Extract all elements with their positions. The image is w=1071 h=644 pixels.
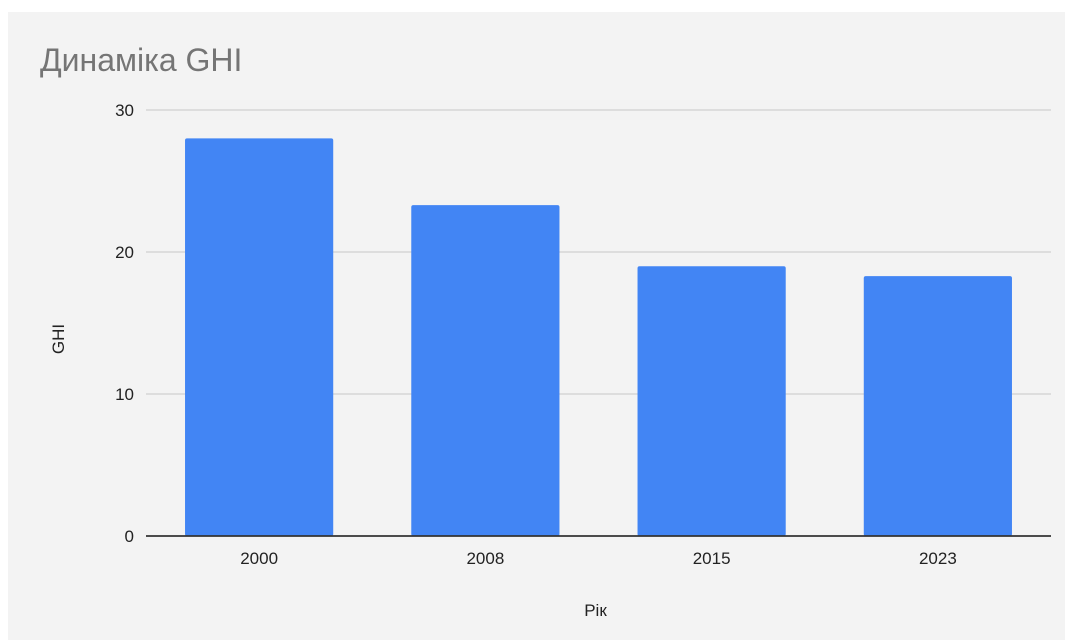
- y-tick-label-0: 0: [125, 527, 134, 546]
- y-tick-label-10: 10: [115, 385, 134, 404]
- x-tick-label-2000: 2000: [240, 549, 278, 568]
- y-axis-title: GHI: [49, 324, 68, 354]
- chart-title: Динаміка GHI: [40, 42, 243, 78]
- tick-labels: 0 10 20 30 2000 2008 2015 2023: [115, 101, 957, 568]
- bar-2015: [637, 266, 786, 536]
- bar-2008: [411, 205, 560, 536]
- bar-2023: [863, 276, 1012, 536]
- x-tick-label-2008: 2008: [466, 549, 504, 568]
- x-tick-label-2023: 2023: [919, 549, 957, 568]
- y-tick-label-20: 20: [115, 243, 134, 262]
- y-tick-label-30: 30: [115, 101, 134, 120]
- chart-card: Динаміка GHI 0 10 20 30 2000 2008 2015 2023 Рік…: [8, 12, 1065, 640]
- bar-chart: 0 10 20 30 2000 2008 2015 2023 Рік GHI: [49, 101, 1051, 620]
- bars: [185, 138, 1012, 536]
- x-tick-label-2015: 2015: [693, 549, 731, 568]
- x-axis-title: Рік: [584, 601, 607, 620]
- bar-2000: [185, 138, 334, 536]
